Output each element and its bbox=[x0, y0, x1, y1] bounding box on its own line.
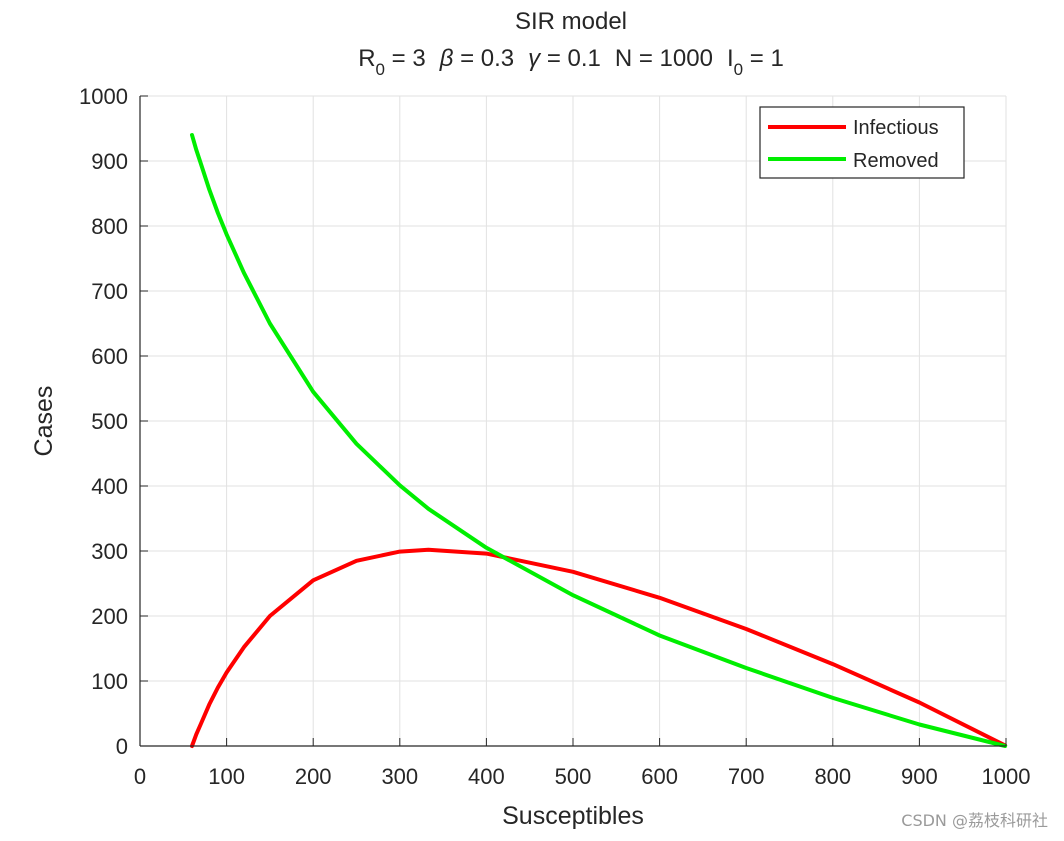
x-axis-label: Susceptibles bbox=[502, 802, 644, 830]
x-tick-label: 1000 bbox=[982, 764, 1031, 789]
x-tick-label: 100 bbox=[208, 764, 245, 789]
y-tick-label: 0 bbox=[116, 734, 128, 759]
watermark: CSDN @荔枝科研社 bbox=[901, 811, 1048, 830]
y-tick-label: 700 bbox=[91, 279, 128, 304]
axes: 0 100 200 300 400 500 600 700 800 900 1000 0 100 200 3… bbox=[79, 84, 1030, 789]
subtitle-n: N = 1000 bbox=[615, 45, 713, 72]
y-axis-label: Cases bbox=[30, 386, 58, 457]
x-tick-label: 400 bbox=[468, 764, 505, 789]
x-tick-label: 700 bbox=[728, 764, 765, 789]
x-tick-label: 600 bbox=[641, 764, 678, 789]
x-tick-label: 500 bbox=[555, 764, 592, 789]
series-line-removed bbox=[190, 133, 1008, 748]
subtitle-r0-sub: 0 bbox=[376, 60, 385, 79]
subtitle-r0-base: R bbox=[358, 45, 375, 72]
x-tick-label: 300 bbox=[381, 764, 418, 789]
subtitle-i0-sub: 0 bbox=[734, 60, 743, 79]
y-tick-label: 600 bbox=[91, 344, 128, 369]
y-tick-label: 200 bbox=[91, 604, 128, 629]
y-tick-label: 1000 bbox=[79, 84, 128, 109]
legend-box bbox=[759, 106, 965, 179]
subtitle-beta-sym: β bbox=[439, 45, 454, 72]
x-tick-label: 0 bbox=[134, 764, 146, 789]
subtitle-beta-val: = 0.3 bbox=[453, 45, 514, 72]
subtitle-r0-val: = 3 bbox=[385, 45, 426, 72]
subtitle-i0-base: I bbox=[727, 45, 734, 72]
y-tick-label: 400 bbox=[91, 474, 128, 499]
x-tick-label: 200 bbox=[295, 764, 332, 789]
y-tick-label: 100 bbox=[91, 669, 128, 694]
subtitle-i0-val: = 1 bbox=[743, 45, 784, 72]
x-tick-label: 900 bbox=[901, 764, 938, 789]
y-tick-label: 500 bbox=[91, 409, 128, 434]
series-line-infectious bbox=[190, 547, 1008, 748]
y-tick-label: 900 bbox=[91, 149, 128, 174]
legend-label-infectious: Infectious bbox=[853, 117, 939, 139]
chart-title: SIR model bbox=[515, 8, 627, 35]
subtitle-gamma-val: = 0.1 bbox=[540, 45, 601, 72]
subtitle-gamma-sym: γ bbox=[528, 45, 542, 72]
y-tick-label: 800 bbox=[91, 214, 128, 239]
legend: Infectious Removed bbox=[759, 106, 965, 179]
y-tick-label: 300 bbox=[91, 539, 128, 564]
x-tick-label: 800 bbox=[814, 764, 851, 789]
legend-label-removed: Removed bbox=[853, 150, 939, 172]
series-group bbox=[190, 133, 1008, 748]
